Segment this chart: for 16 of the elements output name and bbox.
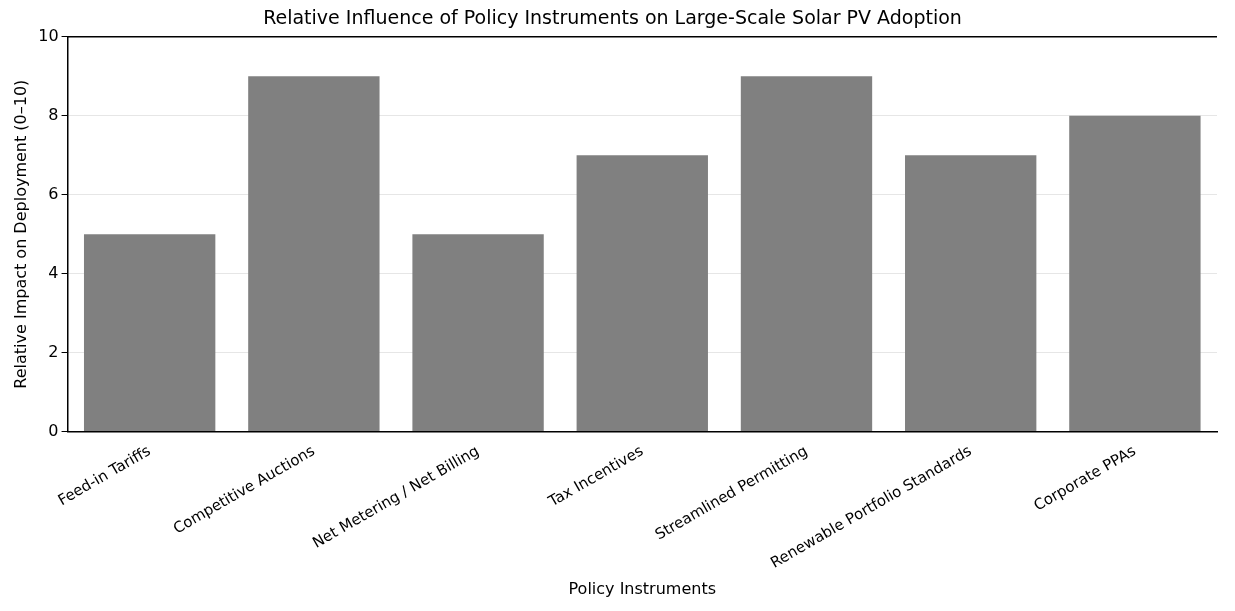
bar xyxy=(905,155,1037,432)
y-tick-label: 10 xyxy=(38,25,59,45)
y-axis-title: Relative Impact on Deployment (0–10) xyxy=(10,79,30,389)
bar xyxy=(83,234,216,432)
bar xyxy=(248,76,380,432)
x-axis-title: Policy Instruments xyxy=(568,578,717,598)
chart-title: Relative Influence of Policy Instruments on Large-Scale Solar PV Adoption xyxy=(263,6,962,29)
y-tick-label: 4 xyxy=(48,262,59,282)
y-tick-label: 6 xyxy=(48,183,59,203)
y-tick-label: 8 xyxy=(48,104,59,124)
bar xyxy=(576,155,708,432)
y-tick-label: 2 xyxy=(48,341,59,361)
y-tick-label: 0 xyxy=(48,420,59,440)
bar xyxy=(1069,115,1201,432)
bar xyxy=(740,76,873,432)
bar xyxy=(412,234,544,432)
